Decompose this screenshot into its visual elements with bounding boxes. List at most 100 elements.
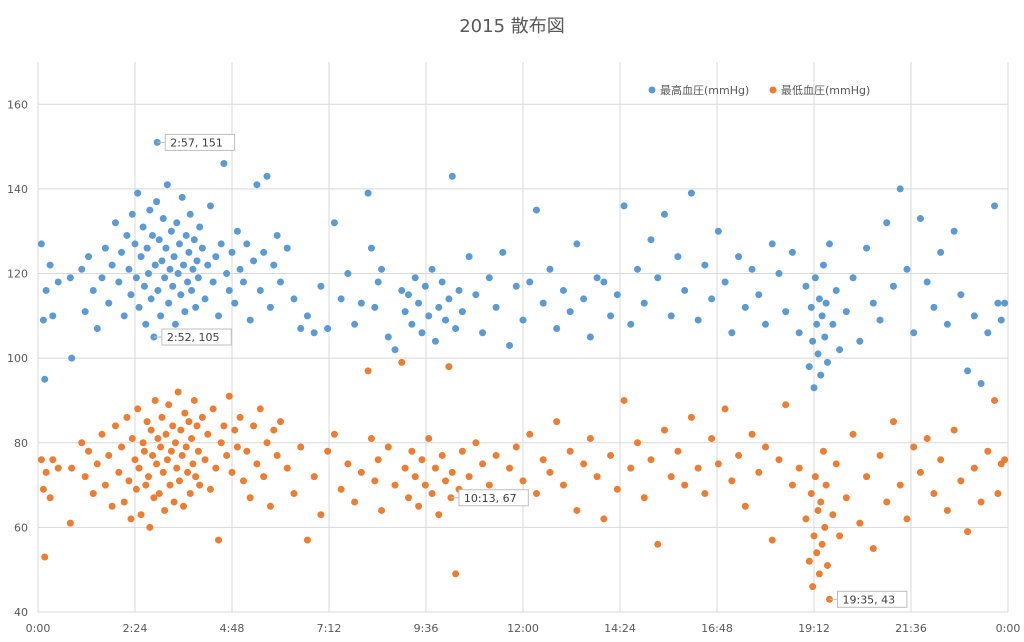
data-point	[620, 202, 628, 210]
data-point	[452, 325, 460, 333]
data-point	[694, 464, 702, 472]
data-point	[455, 286, 463, 294]
data-point	[128, 435, 136, 443]
data-point	[580, 460, 588, 468]
data-point	[916, 215, 924, 223]
data-point	[182, 231, 190, 239]
data-point	[802, 515, 810, 523]
data-point	[297, 443, 305, 451]
data-point	[173, 219, 181, 227]
data-point	[37, 240, 45, 248]
data-point	[788, 248, 796, 256]
data-point	[151, 261, 159, 269]
data-point	[620, 396, 628, 404]
data-point	[159, 215, 167, 223]
data-point	[832, 286, 840, 294]
data-point	[916, 468, 924, 476]
data-point	[964, 528, 972, 536]
data-point	[246, 316, 254, 324]
data-point	[190, 236, 198, 244]
data-point	[220, 422, 228, 430]
data-point	[714, 460, 722, 468]
data-label: 2:52, 105	[153, 328, 232, 346]
data-point	[708, 295, 716, 303]
data-point	[795, 329, 803, 337]
data-point	[266, 303, 274, 311]
data-point	[775, 270, 783, 278]
data-point	[147, 295, 155, 303]
data-point	[814, 506, 822, 514]
data-point	[105, 299, 113, 307]
data-point	[167, 227, 175, 235]
data-point	[181, 409, 189, 417]
data-point	[984, 447, 992, 455]
data-point	[818, 312, 826, 320]
data-point	[401, 464, 409, 472]
data-point	[108, 261, 116, 269]
data-point	[367, 435, 375, 443]
data-point	[42, 468, 50, 476]
data-point	[923, 278, 931, 286]
data-point	[863, 473, 871, 481]
data-point	[171, 320, 179, 328]
data-point	[217, 439, 225, 447]
data-point	[169, 422, 177, 430]
data-point	[421, 282, 429, 290]
data-point	[81, 473, 89, 481]
data-point	[270, 426, 278, 434]
data-label-box	[161, 328, 232, 346]
data-point	[627, 464, 635, 472]
data-point	[142, 481, 150, 489]
data-point	[600, 515, 608, 523]
data-point	[178, 451, 186, 459]
data-point	[193, 422, 201, 430]
data-point	[795, 464, 803, 472]
data-point	[185, 418, 193, 426]
data-point	[681, 286, 689, 294]
data-point	[1001, 456, 1009, 464]
data-point	[225, 286, 233, 294]
data-point	[994, 299, 1002, 307]
data-point	[154, 435, 162, 443]
data-point	[815, 295, 823, 303]
data-point	[647, 236, 655, 244]
data-point	[869, 545, 877, 553]
data-point	[566, 308, 574, 316]
data-point	[821, 523, 829, 531]
data-point	[472, 291, 480, 299]
data-point	[155, 236, 163, 244]
data-point	[401, 308, 409, 316]
data-point	[445, 363, 453, 371]
data-point	[253, 460, 261, 468]
data-point	[223, 270, 231, 278]
data-point	[817, 371, 825, 379]
data-point	[883, 219, 891, 227]
data-point	[170, 498, 178, 506]
data-point	[243, 447, 251, 455]
data-point	[351, 320, 359, 328]
data-point	[167, 447, 175, 455]
data-point	[506, 464, 514, 472]
data-point	[762, 443, 769, 451]
data-point	[687, 413, 695, 421]
data-point	[127, 515, 135, 523]
data-point	[378, 506, 386, 514]
data-point	[193, 257, 201, 265]
data-point	[512, 282, 520, 290]
data-point	[163, 181, 171, 189]
data-point	[640, 494, 648, 502]
data-point	[701, 490, 709, 498]
x-tick-label: 0:00	[996, 622, 1021, 635]
data-point	[721, 278, 729, 286]
data-point	[175, 240, 183, 248]
data-point	[970, 312, 978, 320]
data-label: 2:57, 151	[157, 133, 236, 151]
data-point	[150, 494, 158, 502]
data-point	[228, 468, 236, 476]
data-point	[819, 261, 827, 269]
data-point	[735, 253, 743, 261]
data-point	[810, 532, 818, 540]
data-point	[546, 265, 554, 273]
legend-label-systolic: 最高血圧(mmHg)	[660, 83, 749, 97]
data-point	[324, 325, 332, 333]
